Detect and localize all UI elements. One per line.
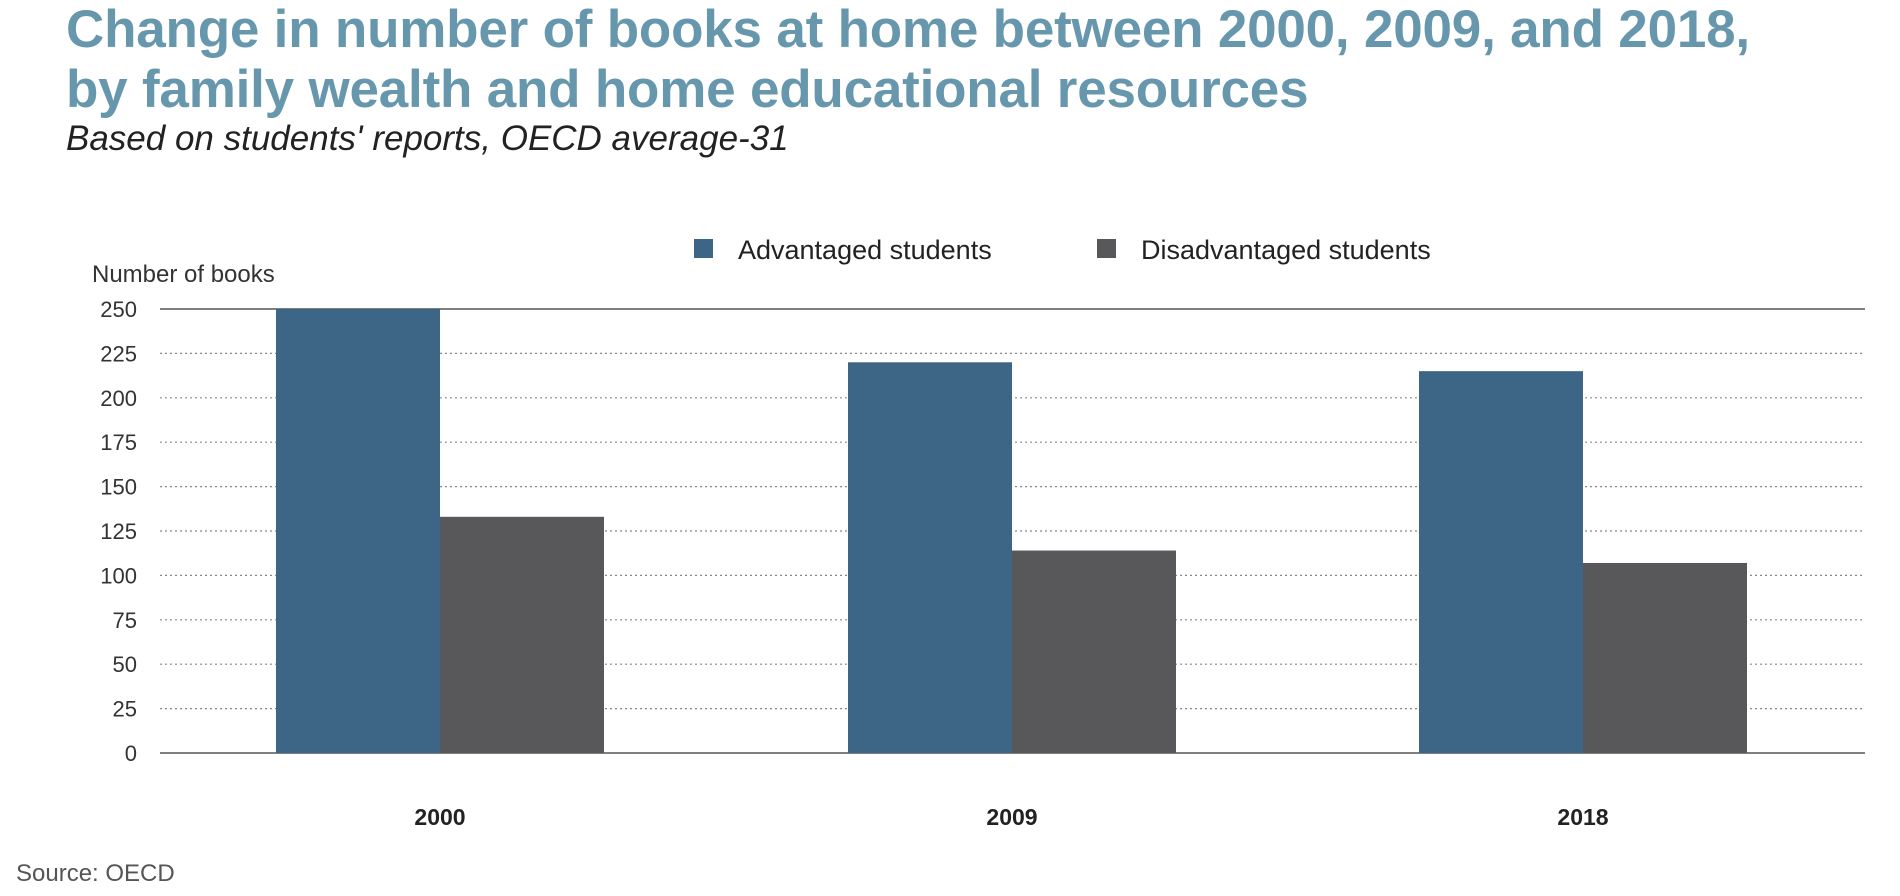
y-tick-label: 0 xyxy=(125,741,137,766)
source-note: Source: OECD xyxy=(16,860,175,887)
legend-swatch-advantaged xyxy=(694,239,713,258)
legend-label-advantaged: Advantaged students xyxy=(738,235,992,265)
y-tick-label: 150 xyxy=(100,475,137,500)
x-tick-label: 2018 xyxy=(1557,804,1608,830)
bar-disadvantaged-2009 xyxy=(1012,550,1176,753)
y-tick-label: 100 xyxy=(100,563,137,588)
bars xyxy=(276,309,1747,753)
bar-advantaged-2018 xyxy=(1419,371,1583,753)
chart-subtitle: Based on students' reports, OECD average… xyxy=(66,119,789,158)
legend-swatch-disadvantaged xyxy=(1097,239,1116,258)
y-axis-label: Number of books xyxy=(92,261,275,288)
chart-title-line-1: Change in number of books at home betwee… xyxy=(66,0,1750,59)
y-tick-label: 225 xyxy=(100,341,137,366)
chart-title: Change in number of books at home betwee… xyxy=(66,0,1896,120)
y-tick-label: 175 xyxy=(100,430,137,455)
y-tick-label: 250 xyxy=(100,297,137,322)
bar-advantaged-2000 xyxy=(276,309,440,753)
bar-disadvantaged-2000 xyxy=(440,516,604,753)
y-tick-label: 200 xyxy=(100,386,137,411)
y-tick-label: 75 xyxy=(113,608,137,633)
bar-advantaged-2009 xyxy=(848,362,1012,753)
y-tick-label: 25 xyxy=(113,697,137,722)
x-axis-ticks: 2000 2009 2018 xyxy=(414,804,1608,830)
x-tick-label: 2000 xyxy=(414,804,465,830)
y-tick-label: 50 xyxy=(113,652,137,677)
y-tick-label: 125 xyxy=(100,519,137,544)
x-tick-label: 2009 xyxy=(986,804,1037,830)
chart-title-line-2: by family wealth and home educational re… xyxy=(66,60,1309,119)
bar-disadvantaged-2018 xyxy=(1583,562,1747,753)
y-axis-ticks: 0 25 50 75 100 125 150 175 200 225 250 xyxy=(100,297,137,766)
legend-label-disadvantaged: Disadvantaged students xyxy=(1141,235,1431,265)
chart-legend: Advantaged students Disadvantaged student… xyxy=(694,235,1431,265)
